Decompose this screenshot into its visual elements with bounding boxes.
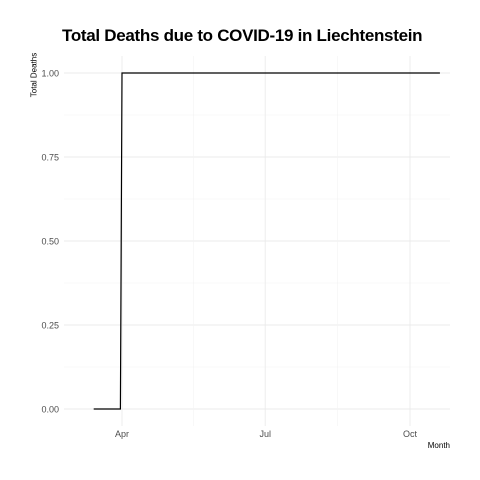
- x-tick-label: Oct: [403, 429, 418, 439]
- y-tick-label: 1.00: [41, 69, 59, 79]
- y-tick-label: 0.50: [41, 237, 59, 247]
- x-tick-label: Apr: [115, 429, 129, 439]
- chart-title: Total Deaths due to COVID-19 in Liechten…: [62, 26, 423, 45]
- y-tick-label: 0.00: [41, 405, 59, 415]
- series-line-0: [93, 72, 440, 410]
- y-tick-labels: 0.00 0.25 0.50 0.75 1.00: [41, 69, 59, 415]
- y-tick-label: 0.25: [41, 321, 59, 331]
- x-axis-label: Month: [427, 441, 450, 450]
- x-tick-label: Jul: [259, 429, 271, 439]
- series-layer: [93, 72, 440, 410]
- x-tick-labels: Apr Jul Oct: [115, 429, 418, 439]
- y-tick-label: 0.75: [41, 153, 59, 163]
